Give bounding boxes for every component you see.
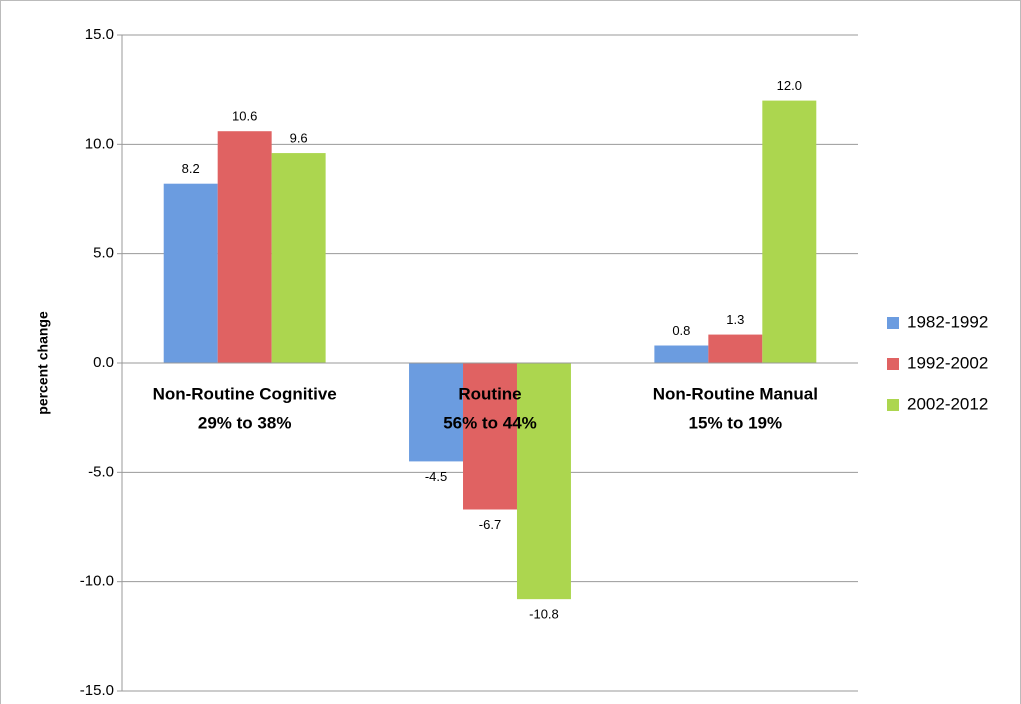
bar bbox=[463, 363, 517, 510]
bar bbox=[708, 334, 763, 363]
y-tick-label: 10.0 bbox=[85, 135, 114, 152]
legend-label: 1982-1992 bbox=[907, 312, 988, 331]
x-tick-label: Routine bbox=[458, 384, 521, 403]
legend-swatch bbox=[887, 358, 899, 370]
x-tick-label: Non-Routine Cognitive bbox=[153, 384, 337, 403]
value-label: -10.8 bbox=[529, 607, 559, 622]
x-tick-note: 56% to 44% bbox=[443, 413, 537, 432]
bar bbox=[516, 363, 571, 600]
legend-swatch bbox=[887, 399, 899, 411]
y-axis-label: percent change bbox=[35, 311, 51, 415]
value-label: 10.6 bbox=[232, 109, 257, 124]
x-tick-label: Non-Routine Manual bbox=[653, 384, 818, 403]
value-label: -4.5 bbox=[425, 469, 447, 484]
bar bbox=[163, 183, 218, 363]
bar bbox=[271, 153, 326, 363]
value-label: 0.8 bbox=[672, 323, 690, 338]
y-tick-label: 15.0 bbox=[85, 26, 114, 43]
y-tick-label: -5.0 bbox=[88, 463, 114, 480]
legend-label: 1992-2002 bbox=[907, 353, 988, 372]
value-label: 8.2 bbox=[182, 161, 200, 176]
value-label: 9.6 bbox=[290, 131, 308, 146]
x-tick-note: 29% to 38% bbox=[198, 413, 292, 432]
y-tick-label: -15.0 bbox=[80, 682, 114, 699]
legend-swatch bbox=[887, 317, 899, 329]
bar bbox=[762, 100, 817, 363]
y-tick-label: 0.0 bbox=[93, 354, 114, 371]
x-tick-note: 15% to 19% bbox=[689, 413, 783, 432]
y-tick-label: -10.0 bbox=[80, 573, 114, 590]
bar bbox=[217, 131, 272, 363]
y-tick-label: 5.0 bbox=[93, 245, 114, 262]
value-label: 1.3 bbox=[726, 312, 744, 327]
value-label: 12.0 bbox=[777, 78, 802, 93]
legend-label: 2002-2012 bbox=[907, 394, 988, 413]
bar bbox=[654, 345, 709, 363]
value-label: -6.7 bbox=[479, 517, 501, 532]
bar bbox=[409, 363, 464, 462]
